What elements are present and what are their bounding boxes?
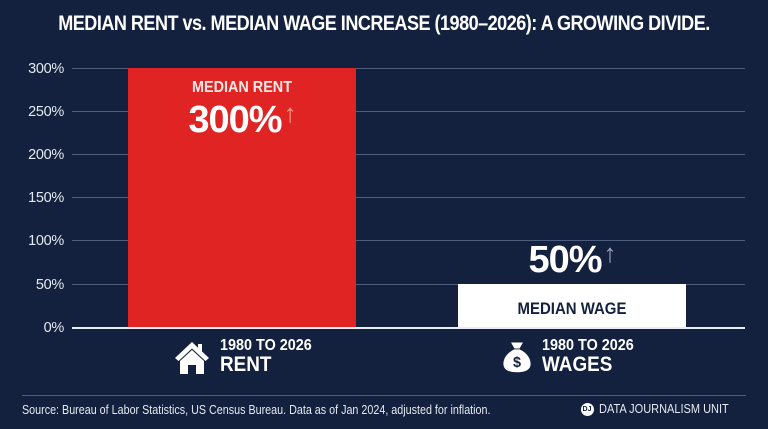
y-tick-150: 150% [28, 190, 64, 206]
brand: DJ DATA JOURNALISM UNIT [580, 402, 746, 416]
gridline-250 [72, 111, 745, 112]
x-axis-baseline [72, 327, 745, 329]
bar-wage-value: 50% [528, 239, 602, 281]
gridline-300 [72, 68, 745, 69]
brand-name: DATA JOURNALISM UNIT [598, 402, 729, 416]
source-note: Source: Bureau of Labor Statistics, US C… [22, 403, 491, 417]
category-rent-years: 1980 TO 2026 [220, 336, 312, 354]
y-tick-300: 300% [28, 61, 64, 77]
y-tick-50: 50% [35, 277, 64, 293]
money-bag-icon: $ [503, 342, 531, 373]
category-wages-years: 1980 TO 2026 [542, 336, 634, 354]
footer-divider [22, 395, 746, 396]
category-rent-label: RENT [220, 353, 272, 377]
bar-median-rent: MEDIAN RENT 300%↑ [128, 68, 356, 327]
bar-wage-value-wrap: 50%↑ [458, 238, 686, 282]
bar-rent-value: 300% [188, 99, 282, 141]
chart-title: MEDIAN RENT vs. MEDIAN WAGE INCREASE (19… [58, 12, 710, 35]
gridline-150 [72, 197, 745, 198]
category-rent: 1980 TO 2026 RENT [172, 337, 322, 377]
gridline-100 [72, 240, 745, 241]
gridline-50 [72, 284, 745, 285]
brand-logo-icon: DJ [580, 402, 594, 416]
gridline-200 [72, 154, 745, 155]
y-tick-0: 0% [43, 320, 65, 336]
bar-wage-label: MEDIAN WAGE [517, 299, 627, 318]
svg-text:$: $ [513, 355, 521, 371]
bar-rent-value-wrap: 300%↑ [128, 98, 356, 142]
y-tick-100: 100% [28, 233, 64, 249]
category-wages: $ 1980 TO 2026 WAGES [500, 337, 644, 377]
bar-median-wage: MEDIAN WAGE [458, 284, 686, 327]
bar-rent-label: MEDIAN RENT [191, 79, 292, 96]
category-wages-label: WAGES [542, 353, 613, 377]
house-icon [175, 342, 209, 374]
y-tick-200: 200% [28, 147, 64, 163]
arrow-up-icon: ↑ [283, 98, 297, 128]
arrow-up-icon: ↑ [603, 238, 617, 268]
y-tick-250: 250% [28, 104, 64, 120]
